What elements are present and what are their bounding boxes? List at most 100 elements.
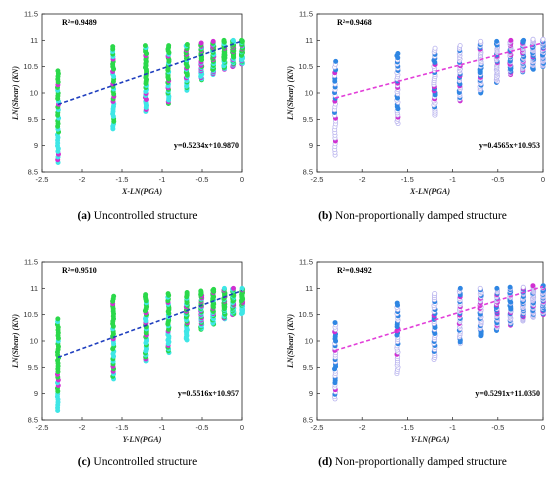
x-tick-label-d-0: -2.5 [311, 423, 324, 432]
data-point-a [210, 38, 216, 44]
y-tick-label-d-5: 11 [305, 284, 313, 293]
x-tick-label-c-0: -2.5 [36, 423, 49, 432]
y-axis-label-b: LN(Shear) (KN) [286, 66, 295, 121]
equation-label-a: y=0.5234x+10.9870 [174, 141, 239, 150]
x-tick-label-d-4: -0.5 [491, 423, 504, 432]
y-tick-label-a-4: 10.5 [23, 62, 38, 71]
x-axis-label-c: Y-LN(PGA) [123, 435, 162, 444]
data-point-c [239, 285, 245, 291]
y-tick-label-d-6: 11.5 [299, 258, 313, 267]
x-axis-label-d: Y-LN(PGA) [411, 435, 450, 444]
caption-tag-a: (a) [77, 210, 91, 222]
y-tick-label-b-6: 11.5 [299, 10, 313, 19]
data-point-a [142, 43, 148, 49]
y-tick-label-d-4: 10.5 [298, 310, 313, 319]
x-tick-label-d-3: -1 [449, 423, 456, 432]
y-tick-label-a-0: 8.5 [28, 168, 38, 177]
caption-text-a: Uncontrolled structure [93, 210, 198, 222]
y-tick-label-a-2: 9.5 [28, 115, 38, 124]
data-point-c [143, 292, 149, 298]
data-points-b [331, 36, 547, 158]
data-point-d [457, 285, 463, 291]
data-point-c [184, 290, 190, 296]
data-point-b [521, 37, 527, 43]
caption-tag-c: (c) [77, 456, 91, 468]
caption-text-d: Non-proportionally damped structure [335, 456, 507, 468]
data-point-d [507, 284, 513, 290]
x-tick-label-d-1: -2 [359, 423, 366, 432]
equation-label-c: y=0.5516x+10.957 [178, 389, 239, 398]
data-point-b [540, 36, 546, 42]
r-squared-label-a: R²=0.9489 [62, 18, 97, 27]
regression-line-b [334, 42, 544, 99]
y-tick-label-d-1: 9 [309, 389, 313, 398]
y-tick-label-d-2: 9.5 [303, 363, 313, 372]
x-tick-label-d-2: -1.5 [401, 423, 414, 432]
equation-label-b: y=0.4565x+10.953 [479, 141, 540, 150]
x-tick-label-b-1: -2 [359, 175, 366, 184]
data-point-c [111, 293, 117, 299]
equation-label-d: y=0.5291x+11.0350 [475, 389, 540, 398]
caption-text-b: Non-proportionally damped structure [335, 210, 507, 222]
y-axis-label-d: LN(Shear) (KN) [286, 314, 295, 369]
y-tick-label-c-0: 8.5 [28, 416, 38, 425]
x-axis-label-b: X-LN(PGA) [409, 187, 450, 196]
x-tick-label-b-4: -0.5 [491, 175, 504, 184]
data-point-d [432, 291, 438, 297]
data-point-b [333, 58, 339, 64]
data-point-a [55, 68, 61, 74]
x-tick-label-c-4: -0.5 [196, 423, 209, 432]
x-tick-label-c-5: 0 [240, 423, 244, 432]
regression-line-d [334, 285, 544, 352]
caption-b: (b) Non-proportionally damped structure [275, 210, 550, 222]
x-tick-label-a-5: 0 [240, 175, 244, 184]
caption-a: (a) Uncontrolled structure [0, 210, 275, 222]
data-point-d [520, 284, 526, 290]
y-tick-label-c-5: 11 [30, 284, 38, 293]
x-tick-label-c-1: -2 [79, 423, 86, 432]
x-tick-label-b-2: -1.5 [401, 175, 414, 184]
x-tick-label-a-2: -1.5 [116, 175, 129, 184]
data-point-c [211, 286, 217, 292]
caption-tag-d: (d) [318, 456, 333, 468]
data-point-a [110, 44, 116, 50]
y-axis-label-c: LN(Shear) (KN) [11, 314, 20, 369]
data-point-b [395, 51, 401, 57]
data-point-c [198, 288, 204, 294]
x-tick-label-a-3: -1 [159, 175, 166, 184]
x-tick-label-a-0: -2.5 [36, 175, 49, 184]
caption-text-c: Uncontrolled structure [93, 456, 198, 468]
x-tick-label-b-5: 0 [541, 175, 545, 184]
data-point-b [494, 38, 500, 44]
y-tick-label-a-3: 10 [30, 89, 38, 98]
x-tick-label-a-1: -2 [79, 175, 86, 184]
x-tick-label-c-3: -1 [159, 423, 166, 432]
scatter-plot-c: -2.5 -2 -1.5 -1 -0.5 0 8.5 9 9.5 10 10.5 11 11.5 Y-LN… [11, 258, 246, 444]
y-tick-label-d-0: 8.5 [303, 416, 313, 425]
data-point-c [230, 285, 236, 291]
data-point-b [508, 37, 514, 43]
caption-d: (d) Non-proportionally damped structure [275, 456, 550, 468]
x-tick-label-c-2: -1.5 [116, 423, 129, 432]
data-point-b [432, 45, 438, 51]
y-tick-label-c-6: 11.5 [24, 258, 38, 267]
data-point-b [530, 36, 536, 42]
y-tick-label-a-1: 9 [34, 141, 38, 150]
y-tick-label-c-2: 9.5 [28, 363, 38, 372]
data-point-a [184, 42, 190, 48]
data-point-c [221, 285, 227, 291]
data-point-c [165, 291, 171, 297]
scatter-plot-d: -2.5 -2 -1.5 -1 -0.5 0 8.5 9 9.5 10 10.5 11 11.5 Y-LN… [286, 258, 546, 444]
y-tick-label-b-2: 9.5 [303, 115, 313, 124]
data-point-d [530, 283, 536, 289]
regression-line-c [57, 289, 243, 359]
x-axis-label-a: X-LN(PGA) [121, 187, 162, 196]
y-tick-label-a-6: 11.5 [24, 10, 38, 19]
data-point-b [478, 38, 484, 44]
y-tick-label-b-0: 8.5 [303, 168, 313, 177]
x-tick-label-b-0: -2.5 [311, 175, 324, 184]
y-tick-label-b-1: 9 [309, 141, 313, 150]
data-point-c [55, 316, 61, 322]
r-squared-label-c: R²=0.9510 [62, 266, 97, 275]
data-point-b [457, 43, 463, 49]
